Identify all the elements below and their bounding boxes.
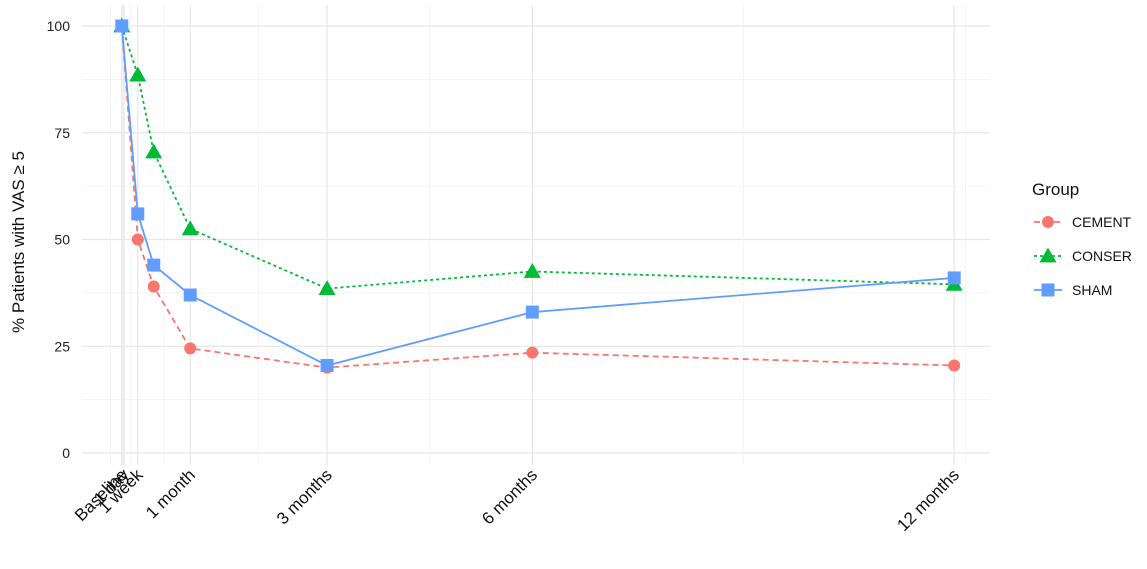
data-point-cement <box>147 280 160 293</box>
legend-key-circle <box>1042 216 1054 228</box>
legend-key-triangle <box>1039 247 1057 263</box>
data-point-cement <box>184 342 197 355</box>
y-axis-title: % Patients with VAS ≥ 5 <box>9 151 28 333</box>
data-point-conser <box>318 280 336 295</box>
data-point-sham <box>131 207 145 221</box>
y-tick-labels: 0 25 50 75 100 <box>47 18 71 461</box>
y-tick-label: 75 <box>54 125 70 141</box>
data-point-sham <box>115 19 129 33</box>
legend-label: SHAM <box>1072 282 1112 298</box>
data-point-cement <box>948 359 961 372</box>
x-tick-label: 3 months <box>273 465 336 528</box>
data-point-cement <box>131 233 144 246</box>
data-point-sham <box>525 305 539 319</box>
data-point-conser <box>181 220 199 236</box>
series-line-conser <box>120 25 955 290</box>
data-point-conser <box>129 66 147 82</box>
legend-item-cement[interactable]: CEMENT <box>1034 214 1132 230</box>
data-point-cement <box>526 346 539 359</box>
x-tick-label: 1 month <box>142 465 199 522</box>
legend[interactable]: Group CEMENT CONSER SHAM <box>1032 180 1132 298</box>
legend-title: Group <box>1032 180 1079 199</box>
y-tick-label: 0 <box>62 445 70 461</box>
legend-label: CEMENT <box>1072 214 1132 230</box>
x-tick-label: 6 months <box>478 465 541 528</box>
data-point-sham <box>183 288 197 302</box>
y-tick-label: 50 <box>54 232 70 248</box>
data-point-sham <box>320 358 334 372</box>
grid-lines <box>82 5 990 465</box>
data-point-sham <box>947 271 961 285</box>
legend-item-sham[interactable]: SHAM <box>1034 282 1112 298</box>
legend-label: CONSER <box>1072 248 1132 264</box>
legend-key-square <box>1041 283 1055 297</box>
legend-item-conser[interactable]: CONSER <box>1034 247 1132 265</box>
series-points <box>113 17 963 374</box>
y-tick-label: 25 <box>54 338 70 354</box>
data-point-conser <box>145 143 163 159</box>
y-tick-label: 100 <box>47 18 71 34</box>
data-point-sham <box>147 258 161 272</box>
data-point-conser <box>523 263 541 278</box>
x-tick-label: 12 months <box>893 465 963 535</box>
